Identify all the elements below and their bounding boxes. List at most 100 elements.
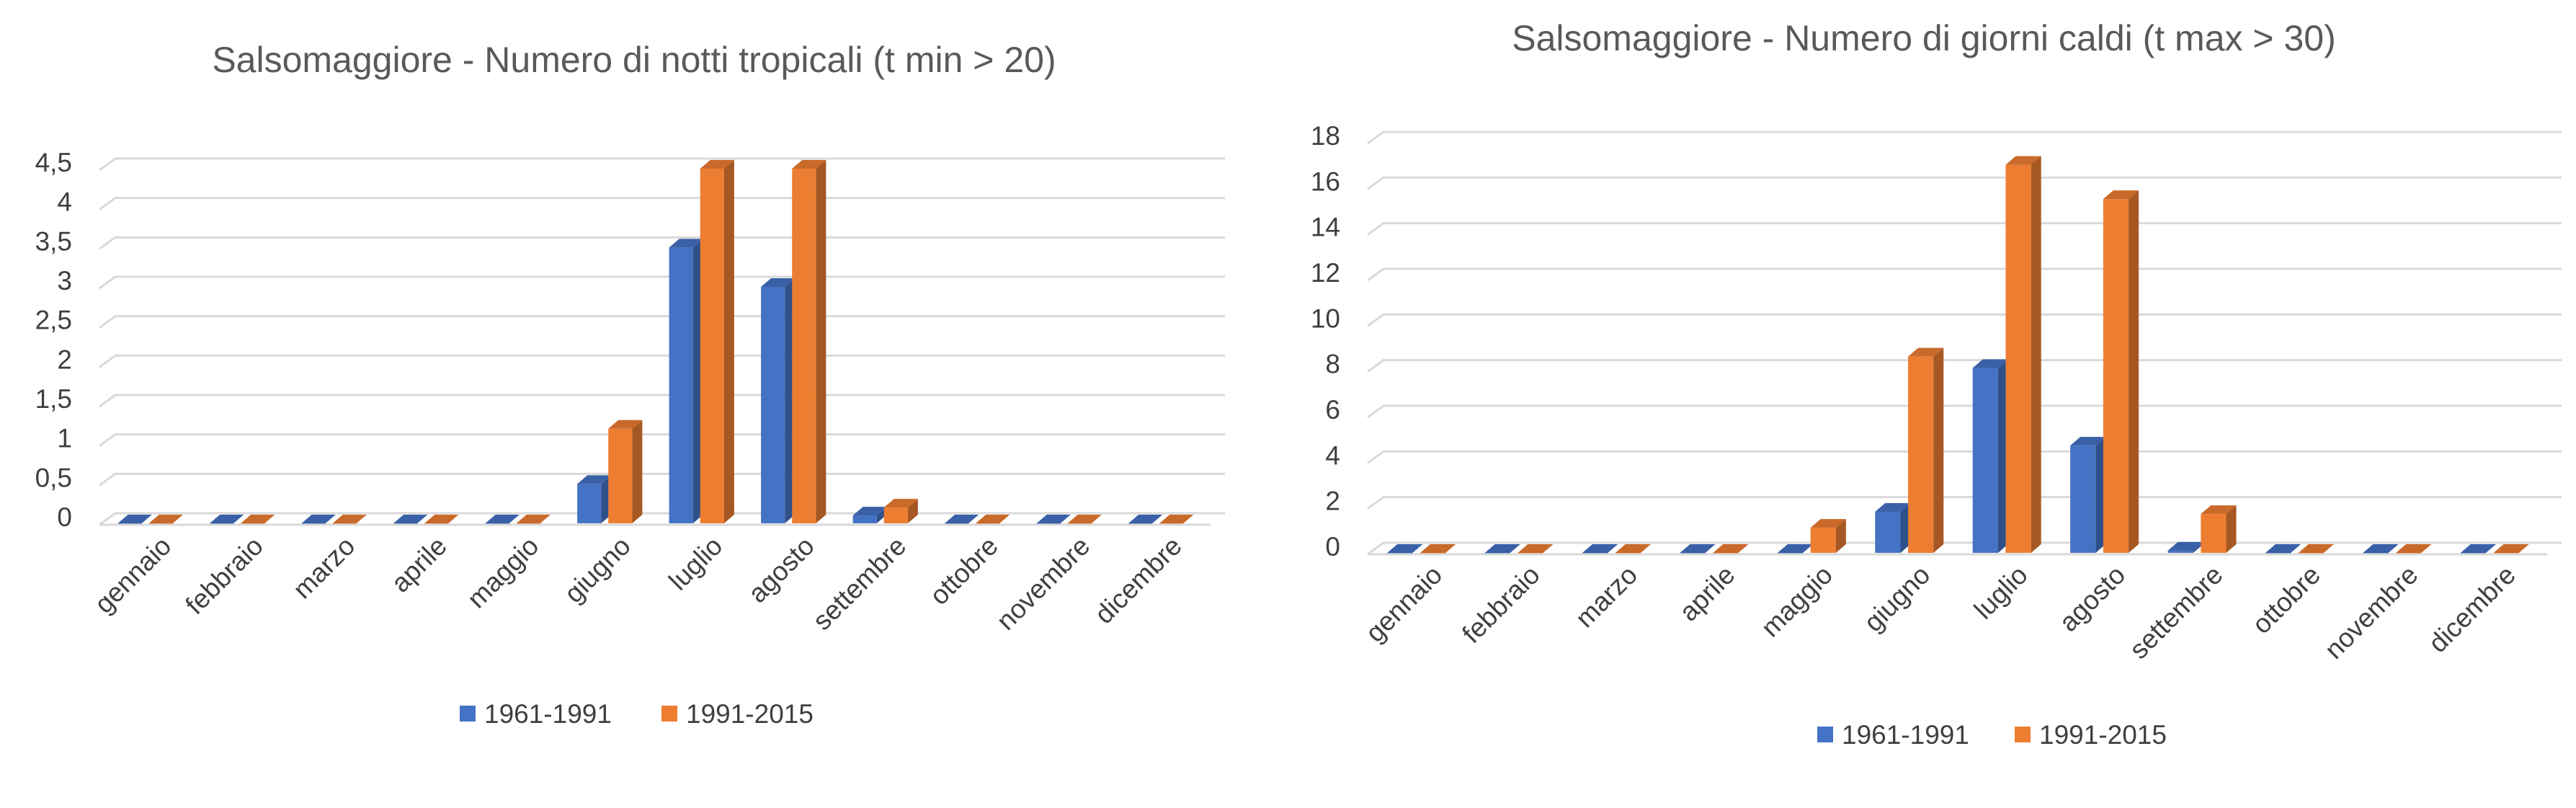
y-tick-label: 3,5 bbox=[35, 226, 72, 256]
legend-label: 1991-2015 bbox=[686, 699, 814, 729]
bar-1991-2015-luglio bbox=[700, 160, 734, 523]
x-tick-label: gennaio bbox=[89, 531, 177, 619]
y-tick-label: 0 bbox=[1325, 532, 1340, 561]
chart-svg: Salsomaggiore - Numero di giorni caldi (… bbox=[1311, 18, 2562, 750]
x-tick-label: marzo bbox=[1570, 560, 1644, 634]
chart-title: Salsomaggiore - Numero di giorni caldi (… bbox=[1512, 18, 2336, 58]
gridline bbox=[99, 197, 1225, 210]
y-tick-label: 2,5 bbox=[35, 306, 72, 335]
y-tick-label: 12 bbox=[1311, 258, 1340, 288]
bar-1991-2015-agosto bbox=[2103, 190, 2139, 553]
bar-1961-1991-agosto bbox=[761, 278, 795, 523]
gridline bbox=[1367, 130, 2562, 145]
y-tick-label: 2 bbox=[57, 345, 72, 374]
bar-1991-2015-gennaio bbox=[1420, 544, 1456, 554]
y-tick-label: 6 bbox=[1325, 395, 1340, 425]
y-tick-label: 2 bbox=[1325, 487, 1340, 516]
bar-1961-1991-giugno bbox=[1875, 503, 1911, 553]
bar-1961-1991-giugno bbox=[577, 475, 612, 523]
bar-1961-1991-gennaio bbox=[1387, 544, 1423, 554]
bar-1991-2015-marzo bbox=[1615, 544, 1652, 554]
y-tick-label: 10 bbox=[1311, 303, 1340, 333]
legend-entry: 1991-2015 bbox=[661, 699, 814, 729]
x-tick-label: febbraio bbox=[179, 531, 269, 621]
legend-entry: 1961-1991 bbox=[1817, 720, 1969, 750]
y-tick-label: 4,5 bbox=[35, 148, 72, 177]
x-tick-label: giugno bbox=[558, 531, 636, 609]
bar-1961-1991-dicembre bbox=[1128, 515, 1163, 524]
bar-1961-1991-aprile bbox=[393, 515, 428, 524]
legend-swatch bbox=[661, 706, 677, 722]
x-tick-label: ottobre bbox=[924, 531, 1003, 611]
bar-1991-2015-luglio bbox=[2005, 156, 2041, 553]
x-tick-label: novembre bbox=[2319, 560, 2423, 665]
legend-swatch bbox=[2015, 727, 2031, 742]
gridline bbox=[99, 472, 1225, 487]
bar-1961-1991-febbraio bbox=[210, 515, 244, 524]
x-tick-label: settembre bbox=[2123, 560, 2228, 665]
gridline bbox=[99, 275, 1225, 290]
bar-1991-2015-giugno bbox=[608, 419, 643, 523]
x-tick-label: agosto bbox=[2054, 560, 2131, 638]
y-tick-label: 18 bbox=[1311, 121, 1340, 151]
bar-1961-1991-luglio bbox=[669, 239, 703, 523]
x-tick-label: maggio bbox=[1755, 560, 1838, 643]
y-tick-label: 3 bbox=[57, 266, 72, 296]
x-tick-label: giugno bbox=[1858, 560, 1936, 638]
gridline bbox=[1367, 222, 2562, 236]
x-tick-label: maggio bbox=[462, 531, 545, 614]
x-tick-label: gennaio bbox=[1360, 560, 1448, 648]
gridline bbox=[99, 236, 1225, 250]
gridline bbox=[1367, 359, 2562, 373]
x-tick-label: novembre bbox=[991, 531, 1095, 636]
bar-1961-1991-gennaio bbox=[117, 515, 152, 524]
legend-swatch bbox=[460, 706, 476, 722]
bar-1961-1991-luglio bbox=[1972, 359, 2008, 553]
x-tick-label: agosto bbox=[742, 531, 820, 609]
y-tick-label: 14 bbox=[1311, 213, 1340, 242]
gridline bbox=[1367, 176, 2562, 190]
bar-1991-2015-dicembre bbox=[2493, 544, 2529, 554]
bar-1991-2015-aprile bbox=[1713, 544, 1749, 554]
bar-1991-2015-agosto bbox=[792, 160, 826, 523]
x-tick-label: febbraio bbox=[1456, 560, 1546, 649]
bar-1991-2015-febbraio bbox=[241, 515, 275, 524]
bar-1991-2015-giugno bbox=[1908, 347, 1944, 553]
y-tick-label: 4 bbox=[57, 187, 72, 217]
y-tick-label: 4 bbox=[1325, 440, 1340, 470]
bar-1961-1991-novembre bbox=[1036, 515, 1071, 524]
bar-1991-2015-maggio bbox=[1810, 519, 1846, 553]
x-tick-label: dicembre bbox=[2423, 560, 2521, 659]
bar-1961-1991-marzo bbox=[1582, 544, 1618, 554]
legend-swatch bbox=[1817, 727, 1833, 742]
bar-1961-1991-febbraio bbox=[1484, 544, 1520, 554]
bar-1961-1991-novembre bbox=[2363, 544, 2399, 554]
bar-1961-1991-settembre bbox=[852, 507, 887, 523]
bar-1961-1991-settembre bbox=[2167, 541, 2203, 553]
bar-1961-1991-agosto bbox=[2070, 437, 2106, 553]
gridline bbox=[1367, 267, 2562, 282]
x-tick-label: dicembre bbox=[1089, 531, 1187, 630]
bar-1991-2015-novembre bbox=[2396, 544, 2432, 554]
chart-title: Salsomaggiore - Numero di notti tropical… bbox=[212, 40, 1056, 80]
bar-1991-2015-settembre bbox=[883, 499, 918, 523]
chart-notti-tropicali: Salsomaggiore - Numero di notti tropical… bbox=[0, 0, 1283, 808]
gridline bbox=[1367, 404, 2562, 419]
bar-1991-2015-settembre bbox=[2201, 505, 2237, 553]
gridline bbox=[99, 157, 1225, 172]
bar-1961-1991-ottobre bbox=[945, 515, 979, 524]
gridline bbox=[1367, 450, 2562, 464]
chart-giorni-caldi: Salsomaggiore - Numero di giorni caldi (… bbox=[1290, 0, 2576, 808]
y-tick-label: 8 bbox=[1325, 350, 1340, 379]
gridline bbox=[1367, 313, 2562, 327]
gridline bbox=[99, 394, 1225, 408]
bar-1991-2015-maggio bbox=[516, 515, 551, 524]
bar-1991-2015-marzo bbox=[332, 515, 367, 524]
legend-label: 1991-2015 bbox=[2039, 720, 2167, 750]
bar-1991-2015-ottobre bbox=[976, 515, 1010, 524]
y-tick-label: 1,5 bbox=[35, 384, 72, 414]
legend-label: 1961-1991 bbox=[1842, 720, 1969, 750]
x-tick-label: aprile bbox=[385, 531, 453, 598]
y-tick-label: 0,5 bbox=[35, 463, 72, 492]
gridline bbox=[99, 315, 1225, 329]
